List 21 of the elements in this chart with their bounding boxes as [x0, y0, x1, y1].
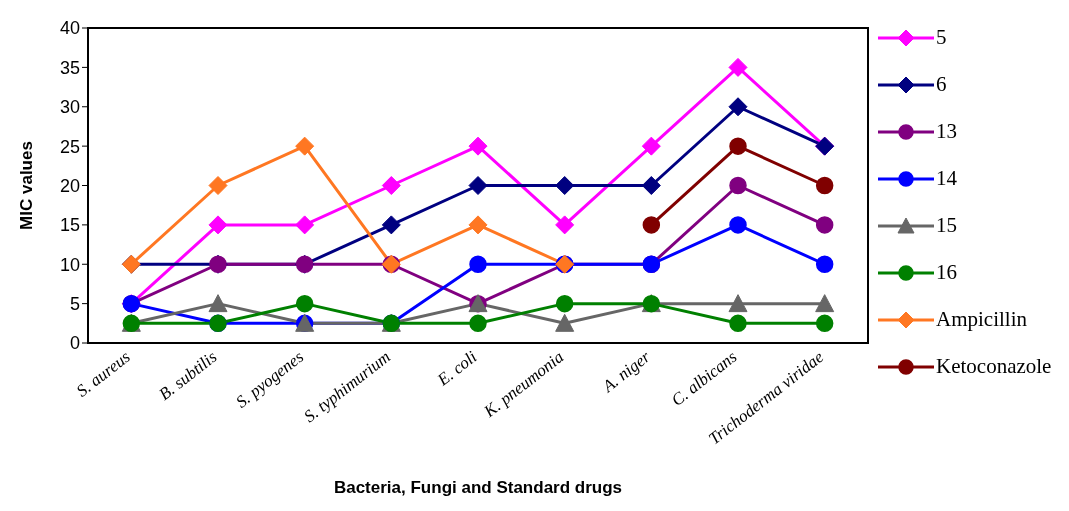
y-tick-label: 0	[69, 333, 80, 354]
y-tick-label: 10	[59, 254, 80, 275]
y-tick-label: 15	[59, 215, 80, 236]
y-tick-label: 20	[59, 175, 80, 196]
y-tick-label: 30	[59, 97, 80, 118]
y-tick-label: 5	[69, 294, 80, 315]
y-tick-label: 35	[59, 57, 80, 78]
y-tick-label: 40	[59, 18, 80, 39]
x-tick-label: A. niger	[598, 346, 655, 397]
legend-label: 6	[936, 72, 947, 97]
legend-label: Ampicillin	[936, 307, 1027, 332]
legend-label: 5	[936, 25, 947, 50]
x-tick-label: E. coli	[433, 347, 481, 391]
legend-label: 16	[936, 260, 957, 285]
x-axis-title: Bacteria, Fungi and Standard drugs	[333, 478, 623, 497]
y-axis-title: MIC values	[17, 141, 37, 230]
legend-label: 15	[936, 213, 957, 238]
legend-label: Ketoconazole	[936, 354, 1052, 379]
legend-label: 14	[936, 166, 957, 191]
legend-label: 13	[936, 119, 957, 144]
y-tick-label: 25	[59, 136, 80, 157]
